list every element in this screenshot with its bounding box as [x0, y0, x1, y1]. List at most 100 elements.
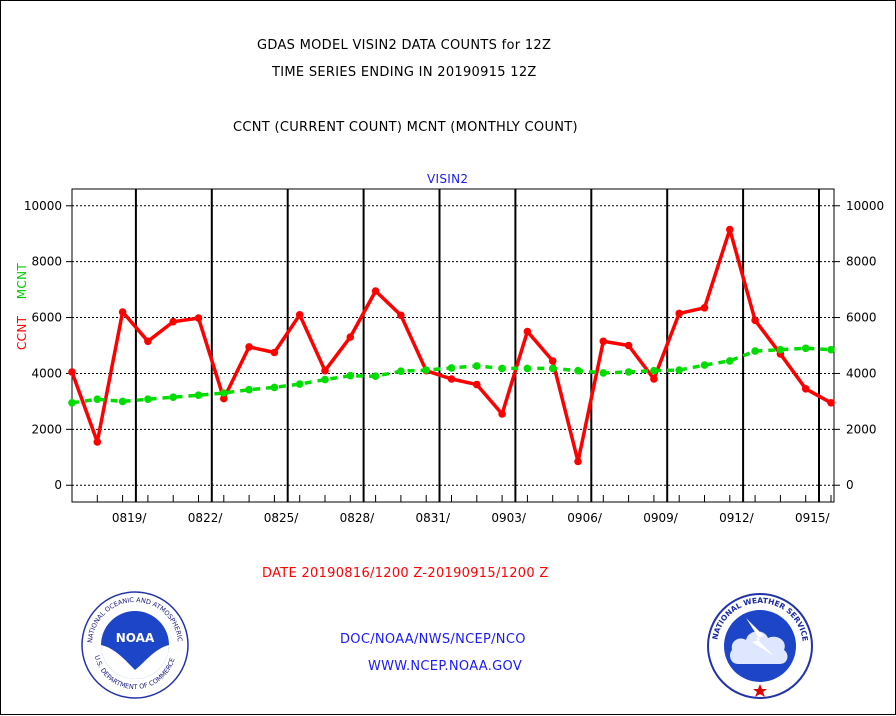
cloud-icon: [730, 631, 788, 664]
data-point-ccnt: [599, 337, 608, 346]
y-tick-label: 6000: [31, 311, 62, 325]
x-tick-label: 0915/: [795, 511, 831, 525]
data-point-mcnt: [270, 383, 279, 392]
data-point-ccnt: [574, 457, 582, 466]
data-point-mcnt: [68, 399, 76, 407]
x-tick-label: 0903/: [491, 511, 527, 525]
panel-label: VISIN2: [427, 172, 469, 186]
data-point-mcnt: [194, 391, 203, 400]
data-point-mcnt: [422, 366, 431, 374]
x-tick-label: 0825/: [264, 511, 300, 525]
data-point-ccnt: [548, 357, 557, 365]
data-point-ccnt: [498, 410, 506, 418]
x-tick-label: 0909/: [643, 511, 679, 525]
data-point-ccnt: [270, 348, 279, 357]
data-point-mcnt: [397, 367, 405, 376]
series-line-ccnt: [70, 227, 832, 464]
data-point-ccnt: [371, 287, 380, 295]
data-point-mcnt: [473, 362, 481, 370]
data-point-ccnt: [801, 385, 810, 393]
date-range: DATE 20190816/1200 Z-20190915/1200 Z: [262, 566, 549, 581]
y-tick-label: 10000: [24, 199, 62, 213]
x-tick-label: 0822/: [188, 511, 224, 525]
data-point-ccnt: [346, 333, 355, 341]
chart-title: GDAS MODEL VISIN2 DATA COUNTS for 12Z: [257, 38, 552, 53]
data-point-mcnt: [220, 389, 228, 397]
data-point-ccnt: [447, 375, 456, 383]
data-point-ccnt: [751, 316, 759, 325]
data-point-ccnt: [93, 438, 102, 446]
data-point-ccnt: [523, 327, 532, 336]
data-point-mcnt: [321, 375, 329, 384]
data-point-ccnt: [700, 304, 709, 312]
data-point-mcnt: [801, 344, 810, 353]
data-point-mcnt: [169, 393, 177, 402]
data-point-mcnt: [650, 366, 658, 375]
data-point-ccnt: [118, 308, 127, 316]
data-point-ccnt: [397, 311, 405, 320]
data-point-mcnt: [776, 345, 785, 354]
chart-subtitle: CCNT (CURRENT COUNT) MCNT (MONTHLY COUNT…: [233, 120, 578, 135]
y-tick-label: 4000: [31, 366, 62, 380]
y-tick-label-right: 6000: [846, 311, 877, 325]
data-point-ccnt: [295, 311, 304, 319]
data-point-ccnt: [220, 394, 228, 403]
data-point-mcnt: [447, 364, 456, 372]
data-point-mcnt: [346, 371, 355, 380]
data-point-mcnt: [574, 366, 582, 375]
noaa-logo: NATIONAL OCEANIC AND ATMOSPHERIC ADMINIS…: [80, 590, 189, 699]
data-point-ccnt: [321, 366, 329, 375]
x-tick-label: 0912/: [719, 511, 755, 525]
data-point-mcnt: [751, 347, 759, 355]
data-point-mcnt: [93, 395, 102, 404]
x-tick-label: 0828/: [340, 511, 376, 525]
data-point-mcnt: [523, 364, 532, 373]
y-tick-label-right: 2000: [846, 422, 877, 436]
data-point-mcnt: [245, 385, 253, 394]
data-point-ccnt: [68, 368, 76, 376]
star-icon: [753, 684, 767, 697]
data-point-mcnt: [624, 368, 633, 376]
data-point-mcnt: [700, 361, 709, 369]
x-tick-label: 0819/: [112, 511, 148, 525]
y-tick-label: 2000: [31, 422, 62, 436]
chart-title-line2: TIME SERIES ENDING IN 20190915 12Z: [272, 65, 537, 80]
data-point-ccnt: [194, 314, 203, 322]
data-point-ccnt: [650, 375, 658, 383]
data-point-mcnt: [498, 364, 506, 373]
y-tick-label: 0: [54, 478, 62, 492]
data-point-ccnt: [245, 343, 253, 351]
x-tick-label: 0906/: [567, 511, 603, 525]
data-point-ccnt: [827, 399, 835, 407]
data-point-mcnt: [144, 395, 152, 404]
y-tick-label-right: 0: [846, 478, 854, 492]
nws-logo: NATIONAL WEATHER SERVICE: [707, 593, 813, 699]
data-point-mcnt: [371, 372, 380, 381]
data-point-mcnt: [675, 366, 683, 374]
plot-frame: [71, 188, 835, 503]
y-tick-label-right: 4000: [846, 366, 877, 380]
lightning-icon: [746, 618, 774, 656]
data-point-ccnt: [144, 337, 152, 346]
data-point-ccnt: [473, 380, 481, 389]
data-point-ccnt: [726, 225, 734, 234]
footer-url: WWW.NCEP.NOAA.GOV: [368, 659, 523, 674]
y-tick-label-right: 8000: [846, 255, 877, 269]
data-point-mcnt: [726, 357, 734, 365]
y-tick-label-right: 10000: [846, 199, 884, 213]
footer-org: DOC/NOAA/NWS/NCEP/NCO: [340, 632, 526, 647]
x-tick-label: 0831/: [416, 511, 452, 525]
data-point-ccnt: [675, 309, 683, 318]
data-point-mcnt: [548, 364, 557, 373]
y-tick-label: 8000: [31, 255, 62, 269]
data-point-ccnt: [624, 341, 633, 350]
data-point-ccnt: [169, 317, 177, 326]
data-point-mcnt: [295, 380, 304, 388]
data-point-mcnt: [118, 397, 127, 406]
noaa-bird-icon: [101, 645, 169, 679]
noaa-logo-text: NOAA: [116, 631, 155, 645]
data-point-mcnt: [599, 369, 608, 377]
data-point-mcnt: [827, 345, 835, 354]
